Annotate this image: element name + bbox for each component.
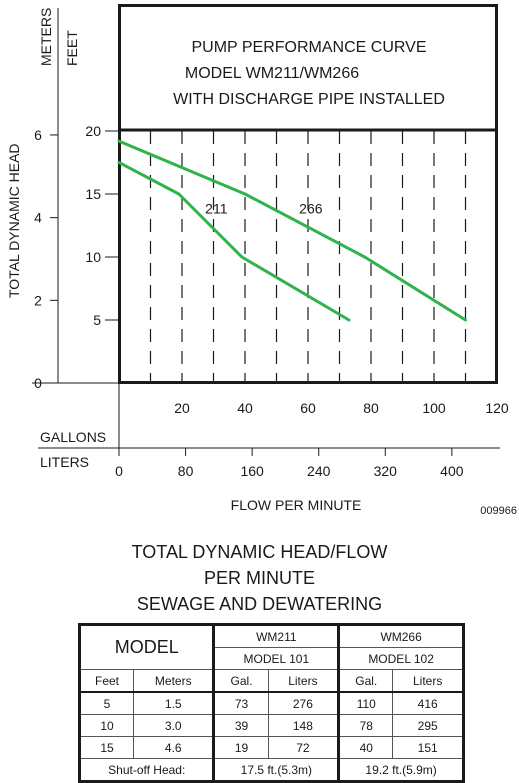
gallons-tick-label: 60: [300, 400, 316, 416]
col-wm266-liters: Liters: [392, 669, 464, 693]
feet-tick-label: 15: [85, 186, 101, 202]
series-266-line: [117, 139, 467, 322]
table-cell: 72: [267, 736, 341, 759]
gallons-tick-label: 80: [363, 400, 379, 416]
shutoff-wm266: 19.2 ft.(5.9m): [338, 758, 464, 782]
shutoff-label: Shut-off Head:: [78, 758, 216, 782]
table-cell: 78: [338, 714, 394, 737]
table-cell: 151: [392, 736, 464, 759]
grid-lines: [149, 131, 467, 383]
liters-tick-label: 80: [178, 463, 194, 479]
table-row: 15 4.6 19 72 40 151: [78, 736, 464, 759]
table-cell: 15: [78, 736, 135, 759]
pump-performance-chart: PUMP PERFORMANCE CURVE MODEL WM211/WM266…: [6, 4, 517, 517]
table-cell: 295: [392, 714, 464, 737]
table-group-row: MODEL WM211 WM266: [78, 624, 464, 670]
table-cell: 110: [338, 691, 394, 715]
gallons-tick-label: 120: [485, 400, 509, 416]
y-axis-label: TOTAL DYNAMIC HEAD: [6, 143, 22, 298]
table-cell: 39: [213, 714, 269, 737]
liters-unit-label: LITERS: [40, 454, 89, 470]
table-cell: 148: [267, 714, 341, 737]
table-cell: 5: [78, 691, 135, 715]
table-row: 10 3.0 39 148 78 295: [78, 714, 464, 737]
figure-code: 009966: [480, 505, 517, 517]
col-feet: Feet: [78, 669, 135, 693]
shutoff-wm211: 17.5 ft.(5.3m): [213, 758, 341, 782]
section-title-line-1: TOTAL DYNAMIC HEAD/FLOW: [131, 542, 388, 562]
series-266-label: 266: [299, 201, 323, 217]
gallons-tick-label: 100: [422, 400, 446, 416]
col-wm211-gal: Gal.: [213, 669, 269, 693]
meters-tick-label: 2: [34, 292, 42, 308]
table-cell: 4.6: [133, 736, 216, 759]
chart-title-line-3: WITH DISCHARGE PIPE INSTALLED: [173, 91, 445, 108]
meters-tick-label: 0: [34, 375, 42, 391]
feet-unit-label: FEET: [64, 30, 80, 66]
col-wm266-gal: Gal.: [338, 669, 394, 693]
section-title-line-2: PER MINUTE: [203, 568, 315, 588]
feet-tick-label: 10: [85, 249, 101, 265]
col-wm211-liters: Liters: [267, 669, 341, 693]
table-row: 5 1.5 73 276 110 416: [78, 691, 464, 715]
table-cell: 19: [213, 736, 269, 759]
meters-tick-label: 6: [34, 127, 42, 143]
feet-tick-label: 5: [93, 312, 101, 328]
series-211-line: [117, 161, 351, 322]
section-title-line-3: SEWAGE AND DEWATERING: [136, 594, 383, 614]
group-wm211: WM211: [213, 624, 341, 648]
table-cell: 276: [267, 691, 341, 715]
liters-tick-label: 160: [240, 463, 264, 479]
table-column-header-row: Feet Meters Gal. Liters Gal. Liters: [78, 669, 464, 693]
chart-title-line-2: MODEL WM211/WM266: [185, 65, 359, 82]
table-cell: 3.0: [133, 714, 216, 737]
group-wm211-model: MODEL 101: [213, 647, 341, 670]
gallons-unit-label: GALLONS: [40, 429, 106, 445]
group-wm266: WM266: [338, 624, 464, 648]
series-layer: 266 211: [117, 139, 467, 322]
liters-tick-label: 320: [374, 463, 398, 479]
meters-unit-label: METERS: [38, 8, 54, 66]
performance-table: MODEL WM211 WM266 MODEL 101 MODEL 102 Fe…: [78, 623, 465, 783]
group-wm266-model: MODEL 102: [338, 647, 464, 670]
chart-title-line-1: PUMP PERFORMANCE CURVE: [192, 39, 427, 56]
x-axis-label: FLOW PER MINUTE: [231, 497, 362, 513]
liters-tick-label: 240: [307, 463, 331, 479]
gallons-tick-label: 40: [237, 400, 253, 416]
table-cell: 73: [213, 691, 269, 715]
table-subgroup-row: MODEL 101 MODEL 102: [80, 647, 464, 670]
col-meters: Meters: [133, 669, 216, 693]
gallons-tick-label: 20: [174, 400, 190, 416]
liters-tick-label: 0: [115, 463, 123, 479]
liters-tick-label: 400: [440, 463, 464, 479]
table-cell: 1.5: [133, 691, 216, 715]
model-header: MODEL: [78, 624, 216, 670]
meters-tick-label: 4: [34, 210, 42, 226]
shutoff-row: Shut-off Head: 17.5 ft.(5.3m) 19.2 ft.(5…: [78, 758, 464, 782]
series-211-label: 211: [205, 201, 228, 217]
table-cell: 40: [338, 736, 394, 759]
table-cell: 416: [392, 691, 464, 715]
table-cell: 10: [78, 714, 135, 737]
feet-tick-label: 20: [85, 123, 101, 139]
